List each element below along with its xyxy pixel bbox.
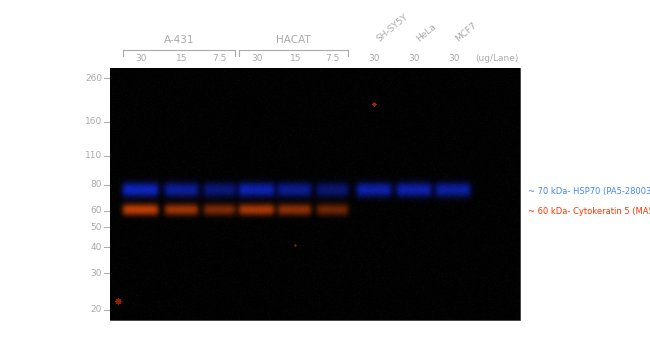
Text: 110: 110 [84, 151, 102, 160]
Text: 80: 80 [90, 180, 102, 189]
Text: 30: 30 [90, 269, 102, 278]
Text: 60: 60 [90, 206, 102, 215]
Text: (ug/Lane): (ug/Lane) [475, 54, 519, 63]
Text: 15: 15 [176, 54, 187, 63]
FancyBboxPatch shape [110, 68, 520, 320]
Text: 30: 30 [135, 54, 146, 63]
Text: 50: 50 [90, 223, 102, 232]
Text: 7.5: 7.5 [326, 54, 340, 63]
Text: ~ 70 kDa- HSP70 (PA5-28003 Rabbit / IgG)-800nm: ~ 70 kDa- HSP70 (PA5-28003 Rabbit / IgG)… [528, 187, 650, 196]
Text: 15: 15 [289, 54, 301, 63]
Text: 160: 160 [84, 117, 102, 126]
Text: 30: 30 [408, 54, 420, 63]
Text: 7.5: 7.5 [213, 54, 227, 63]
Text: SH-SY5Y: SH-SY5Y [374, 13, 410, 44]
Text: 20: 20 [90, 306, 102, 315]
Text: A-431: A-431 [164, 35, 194, 45]
Text: 40: 40 [90, 243, 102, 252]
Text: HeLa: HeLa [414, 22, 437, 44]
Text: 30: 30 [448, 54, 460, 63]
Text: 30: 30 [251, 54, 263, 63]
Text: HACAT: HACAT [276, 35, 311, 45]
Text: 30: 30 [369, 54, 380, 63]
Text: ~ 60 kDa- Cytokeratin 5 (MA5-15347 Mouse / IgG1)-585nm: ~ 60 kDa- Cytokeratin 5 (MA5-15347 Mouse… [528, 207, 650, 216]
Text: MCF7: MCF7 [454, 21, 478, 44]
Text: 260: 260 [85, 74, 102, 82]
